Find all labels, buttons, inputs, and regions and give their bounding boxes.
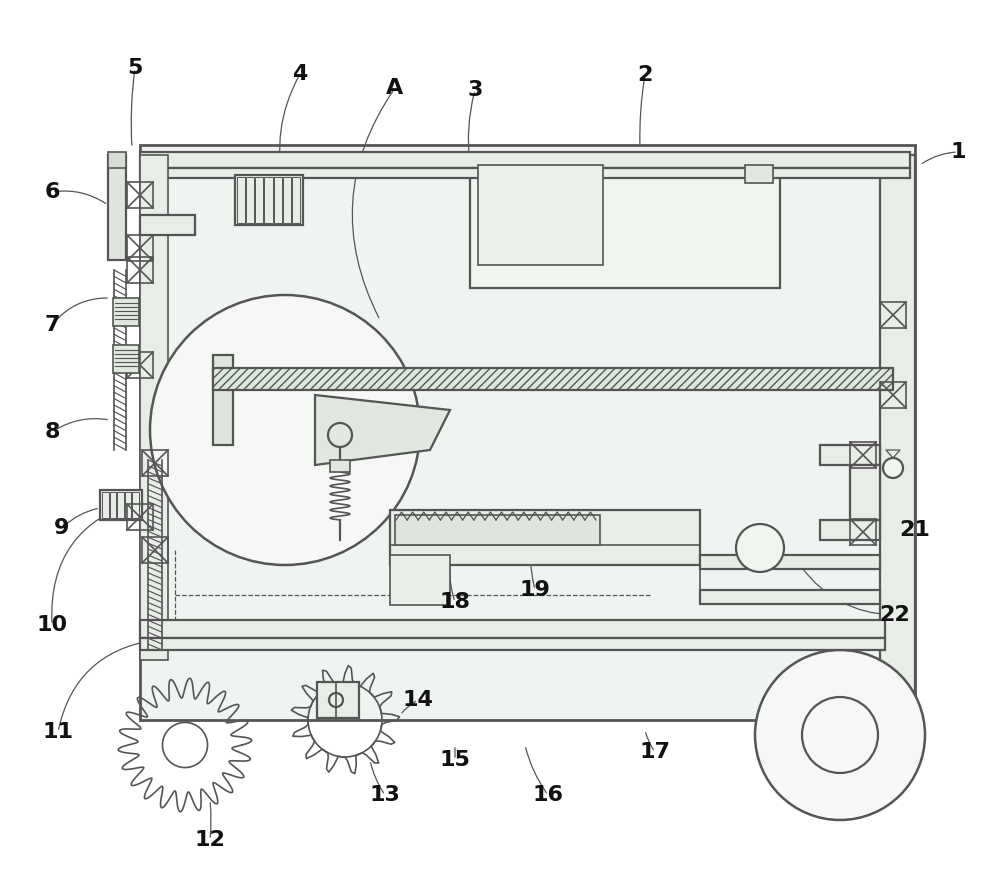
Bar bbox=[264, 177, 273, 223]
Bar bbox=[330, 460, 350, 472]
Text: A: A bbox=[386, 78, 404, 98]
Text: 9: 9 bbox=[54, 518, 70, 538]
Bar bbox=[850, 519, 876, 545]
Bar bbox=[142, 450, 168, 476]
Bar bbox=[140, 620, 885, 638]
Text: 2: 2 bbox=[637, 65, 653, 85]
Bar bbox=[700, 555, 880, 569]
Circle shape bbox=[883, 458, 903, 478]
Bar bbox=[102, 492, 109, 518]
Bar bbox=[850, 442, 876, 468]
Text: 8: 8 bbox=[44, 422, 60, 442]
Bar bbox=[237, 177, 245, 223]
Bar bbox=[283, 177, 291, 223]
Bar bbox=[213, 368, 893, 390]
Text: 6: 6 bbox=[44, 182, 60, 202]
Bar bbox=[255, 177, 263, 223]
Bar bbox=[100, 490, 142, 520]
Circle shape bbox=[736, 524, 784, 572]
Bar bbox=[140, 145, 915, 720]
Bar bbox=[820, 520, 880, 540]
Text: 3: 3 bbox=[467, 80, 483, 100]
Bar bbox=[880, 155, 915, 700]
Bar bbox=[113, 298, 139, 326]
Text: 15: 15 bbox=[440, 750, 470, 770]
Text: 22: 22 bbox=[880, 605, 910, 625]
Text: 21: 21 bbox=[900, 520, 930, 540]
Text: 1: 1 bbox=[950, 142, 966, 162]
Text: 5: 5 bbox=[127, 58, 143, 78]
Bar bbox=[213, 355, 233, 445]
Bar bbox=[142, 537, 168, 563]
Text: 7: 7 bbox=[44, 315, 60, 335]
Bar bbox=[108, 152, 126, 168]
Text: 4: 4 bbox=[292, 64, 308, 84]
Bar bbox=[140, 215, 195, 235]
Text: 18: 18 bbox=[440, 592, 471, 612]
Bar bbox=[235, 175, 303, 225]
Bar bbox=[127, 257, 153, 283]
Bar bbox=[110, 492, 116, 518]
Bar bbox=[292, 177, 300, 223]
Circle shape bbox=[755, 650, 925, 820]
Bar bbox=[140, 155, 168, 660]
Bar bbox=[108, 155, 126, 260]
Circle shape bbox=[150, 295, 420, 565]
Bar bbox=[113, 345, 139, 373]
Bar bbox=[880, 382, 906, 408]
Bar bbox=[140, 168, 910, 178]
Text: 14: 14 bbox=[403, 690, 433, 710]
Bar bbox=[317, 682, 359, 718]
Bar bbox=[127, 235, 153, 261]
Bar bbox=[127, 182, 153, 208]
Bar bbox=[125, 492, 131, 518]
Bar bbox=[246, 177, 254, 223]
Bar bbox=[745, 165, 773, 183]
Bar bbox=[820, 445, 880, 465]
Text: 12: 12 bbox=[195, 830, 225, 850]
Bar bbox=[390, 510, 700, 565]
Bar bbox=[395, 515, 600, 545]
Bar bbox=[132, 492, 139, 518]
Bar bbox=[117, 492, 124, 518]
Bar bbox=[274, 177, 282, 223]
Bar bbox=[850, 465, 880, 520]
Bar bbox=[127, 504, 153, 530]
Text: 10: 10 bbox=[36, 615, 68, 635]
Bar bbox=[140, 152, 910, 168]
Text: 17: 17 bbox=[640, 742, 670, 762]
Polygon shape bbox=[315, 395, 450, 465]
Text: 11: 11 bbox=[42, 722, 74, 742]
Text: 19: 19 bbox=[520, 580, 550, 600]
Bar bbox=[127, 352, 153, 378]
Bar bbox=[895, 155, 915, 710]
Bar bbox=[140, 638, 885, 650]
Bar bbox=[470, 158, 780, 288]
Bar bbox=[478, 165, 603, 265]
Text: 16: 16 bbox=[532, 785, 564, 805]
Bar bbox=[880, 302, 906, 328]
Bar bbox=[390, 555, 450, 605]
Text: 13: 13 bbox=[370, 785, 400, 805]
Bar bbox=[700, 590, 880, 604]
